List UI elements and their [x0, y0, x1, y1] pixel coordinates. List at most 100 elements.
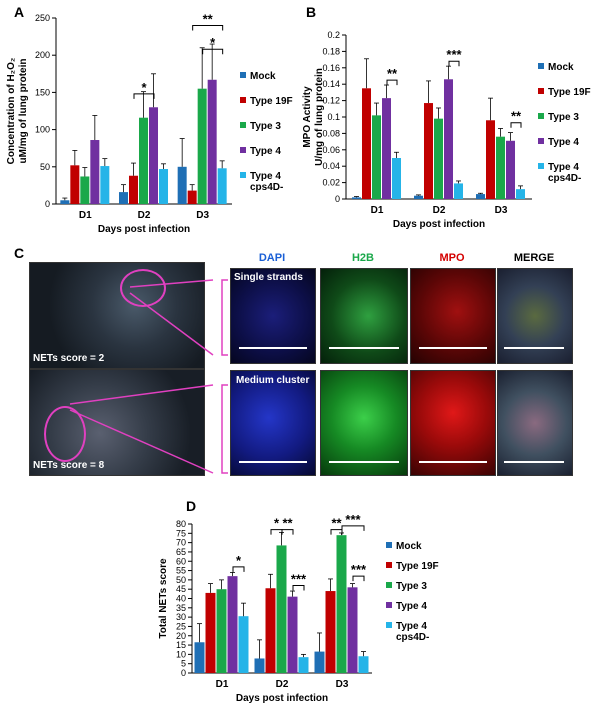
y-tick-label: 250 [35, 13, 50, 23]
legend-label: Type 19F [548, 87, 591, 98]
y-tick-label: 150 [35, 87, 50, 97]
y-tick-label: 0 [45, 199, 50, 209]
bar-mock [414, 195, 423, 199]
dapi-tile-row2: Medium cluster [230, 370, 316, 476]
bar-t3 [197, 88, 207, 204]
significance-marker: * [141, 80, 147, 95]
y-tick-label: 5 [181, 659, 186, 669]
bar-t4cps [358, 656, 369, 673]
legend-label: Mock [396, 541, 422, 552]
bar-t4cps [454, 183, 463, 199]
y-tick-label: 15 [176, 640, 186, 650]
y-tick-label: 30 [176, 612, 186, 622]
mpo-tile-row2 [410, 370, 496, 476]
bar-t4 [347, 587, 358, 673]
bar-mock [254, 658, 265, 673]
significance-marker: ** [203, 11, 214, 26]
y-tick-label: 0.14 [322, 79, 340, 89]
bar-t4cps [238, 616, 249, 673]
legend-swatch-t19f [240, 97, 246, 103]
y-axis-title: MPO Activity [302, 86, 313, 148]
y-axis-title: Concentration of H₂O₂ [6, 58, 17, 165]
bar-t19f [205, 592, 216, 673]
bar-t19f [129, 175, 138, 204]
legend-swatch-t4cps [538, 163, 544, 169]
legend-label: Type 3 [548, 112, 579, 123]
channel-label-dapi: DAPI [258, 252, 286, 264]
bar-mock [119, 192, 128, 204]
x-tick-label: D2 [138, 210, 151, 221]
significance-bracket [133, 93, 155, 99]
bar-t4cps [159, 169, 168, 204]
bar-mock [194, 642, 205, 673]
bar-t4 [149, 107, 158, 204]
bar-t4 [506, 140, 515, 199]
legend-label: Mock [548, 62, 574, 73]
panel-letter-a: A [14, 4, 25, 20]
legend-swatch-t19f [386, 562, 392, 568]
legend-label: Type 4 [396, 621, 427, 632]
row-label: Medium cluster [236, 375, 310, 386]
legend-label: Type 4 [250, 146, 281, 157]
y-tick-label: 100 [35, 125, 50, 135]
nets-score-label: NETs score = 2 [33, 353, 105, 364]
bar-mock [177, 166, 187, 204]
y-tick-label: 65 [176, 547, 186, 557]
bar-t19f [187, 190, 197, 204]
legend-label: Type 4 [396, 601, 427, 612]
significance-marker: *** [291, 571, 307, 586]
y-axis-title: Total NETs score [158, 558, 169, 639]
y-tick-label: 10 [176, 649, 186, 659]
legend-label: Type 4 [548, 162, 579, 173]
y-tick-label: 40 [176, 594, 186, 604]
y-tick-label: 0.18 [322, 46, 340, 56]
x-tick-label: D2 [276, 679, 289, 690]
bar-t3 [496, 136, 505, 199]
bar-t3 [372, 115, 381, 199]
x-tick-label: D1 [79, 210, 92, 221]
bar-t3 [80, 176, 90, 204]
x-tick-label: D3 [495, 205, 508, 216]
y-tick-label: 0.1 [327, 112, 340, 122]
bar-t4cps [392, 158, 401, 199]
y-tick-label: 75 [176, 528, 186, 538]
significance-marker: * [274, 516, 280, 531]
row-label: Single strands [234, 272, 303, 283]
scale-bar [504, 347, 564, 349]
legend-swatch-t4 [538, 138, 544, 144]
bar-t19f [362, 88, 371, 199]
legend-swatch-t3 [386, 582, 392, 588]
bar-t4 [382, 98, 391, 199]
y-tick-label: 60 [176, 556, 186, 566]
legend-swatch-t4 [240, 147, 246, 153]
legend-label: Type 3 [396, 581, 427, 592]
channel-label-h2b: H2B [351, 252, 374, 264]
bar-t4 [227, 576, 238, 673]
bar-t19f [325, 591, 336, 673]
significance-marker: *** [446, 47, 462, 62]
significance-bracket [341, 525, 365, 531]
y-tick-label: 0.08 [322, 128, 340, 138]
significance-bracket [192, 24, 224, 31]
y-tick-label: 25 [176, 621, 186, 631]
overview-image-top: NETs score = 2 [29, 262, 205, 369]
significance-marker: ** [511, 109, 522, 124]
legend-label: Type 19F [250, 96, 293, 107]
legend-label: Type 4 [250, 171, 281, 182]
mpo-tile-row1 [410, 268, 496, 364]
bar-t4cps [516, 189, 525, 199]
dapi-tile-row1: Single strands [230, 268, 316, 364]
y-tick-label: 0.06 [322, 145, 340, 155]
y-tick-label: 0 [181, 668, 186, 678]
bar-mock [314, 651, 325, 673]
chart-b-mpo: 0 0.02 0.04 0.06 0.08 0.1 0.12 0.14 0.16 0.18 0.2 D… [302, 30, 591, 230]
scale-bar [239, 347, 307, 349]
significance-bracket [202, 48, 224, 55]
legend-swatch-t19f [538, 88, 544, 94]
bar-mock [60, 200, 70, 204]
highlight-circle [44, 406, 86, 462]
bar-mock [476, 194, 485, 199]
bar-t3 [276, 545, 287, 673]
